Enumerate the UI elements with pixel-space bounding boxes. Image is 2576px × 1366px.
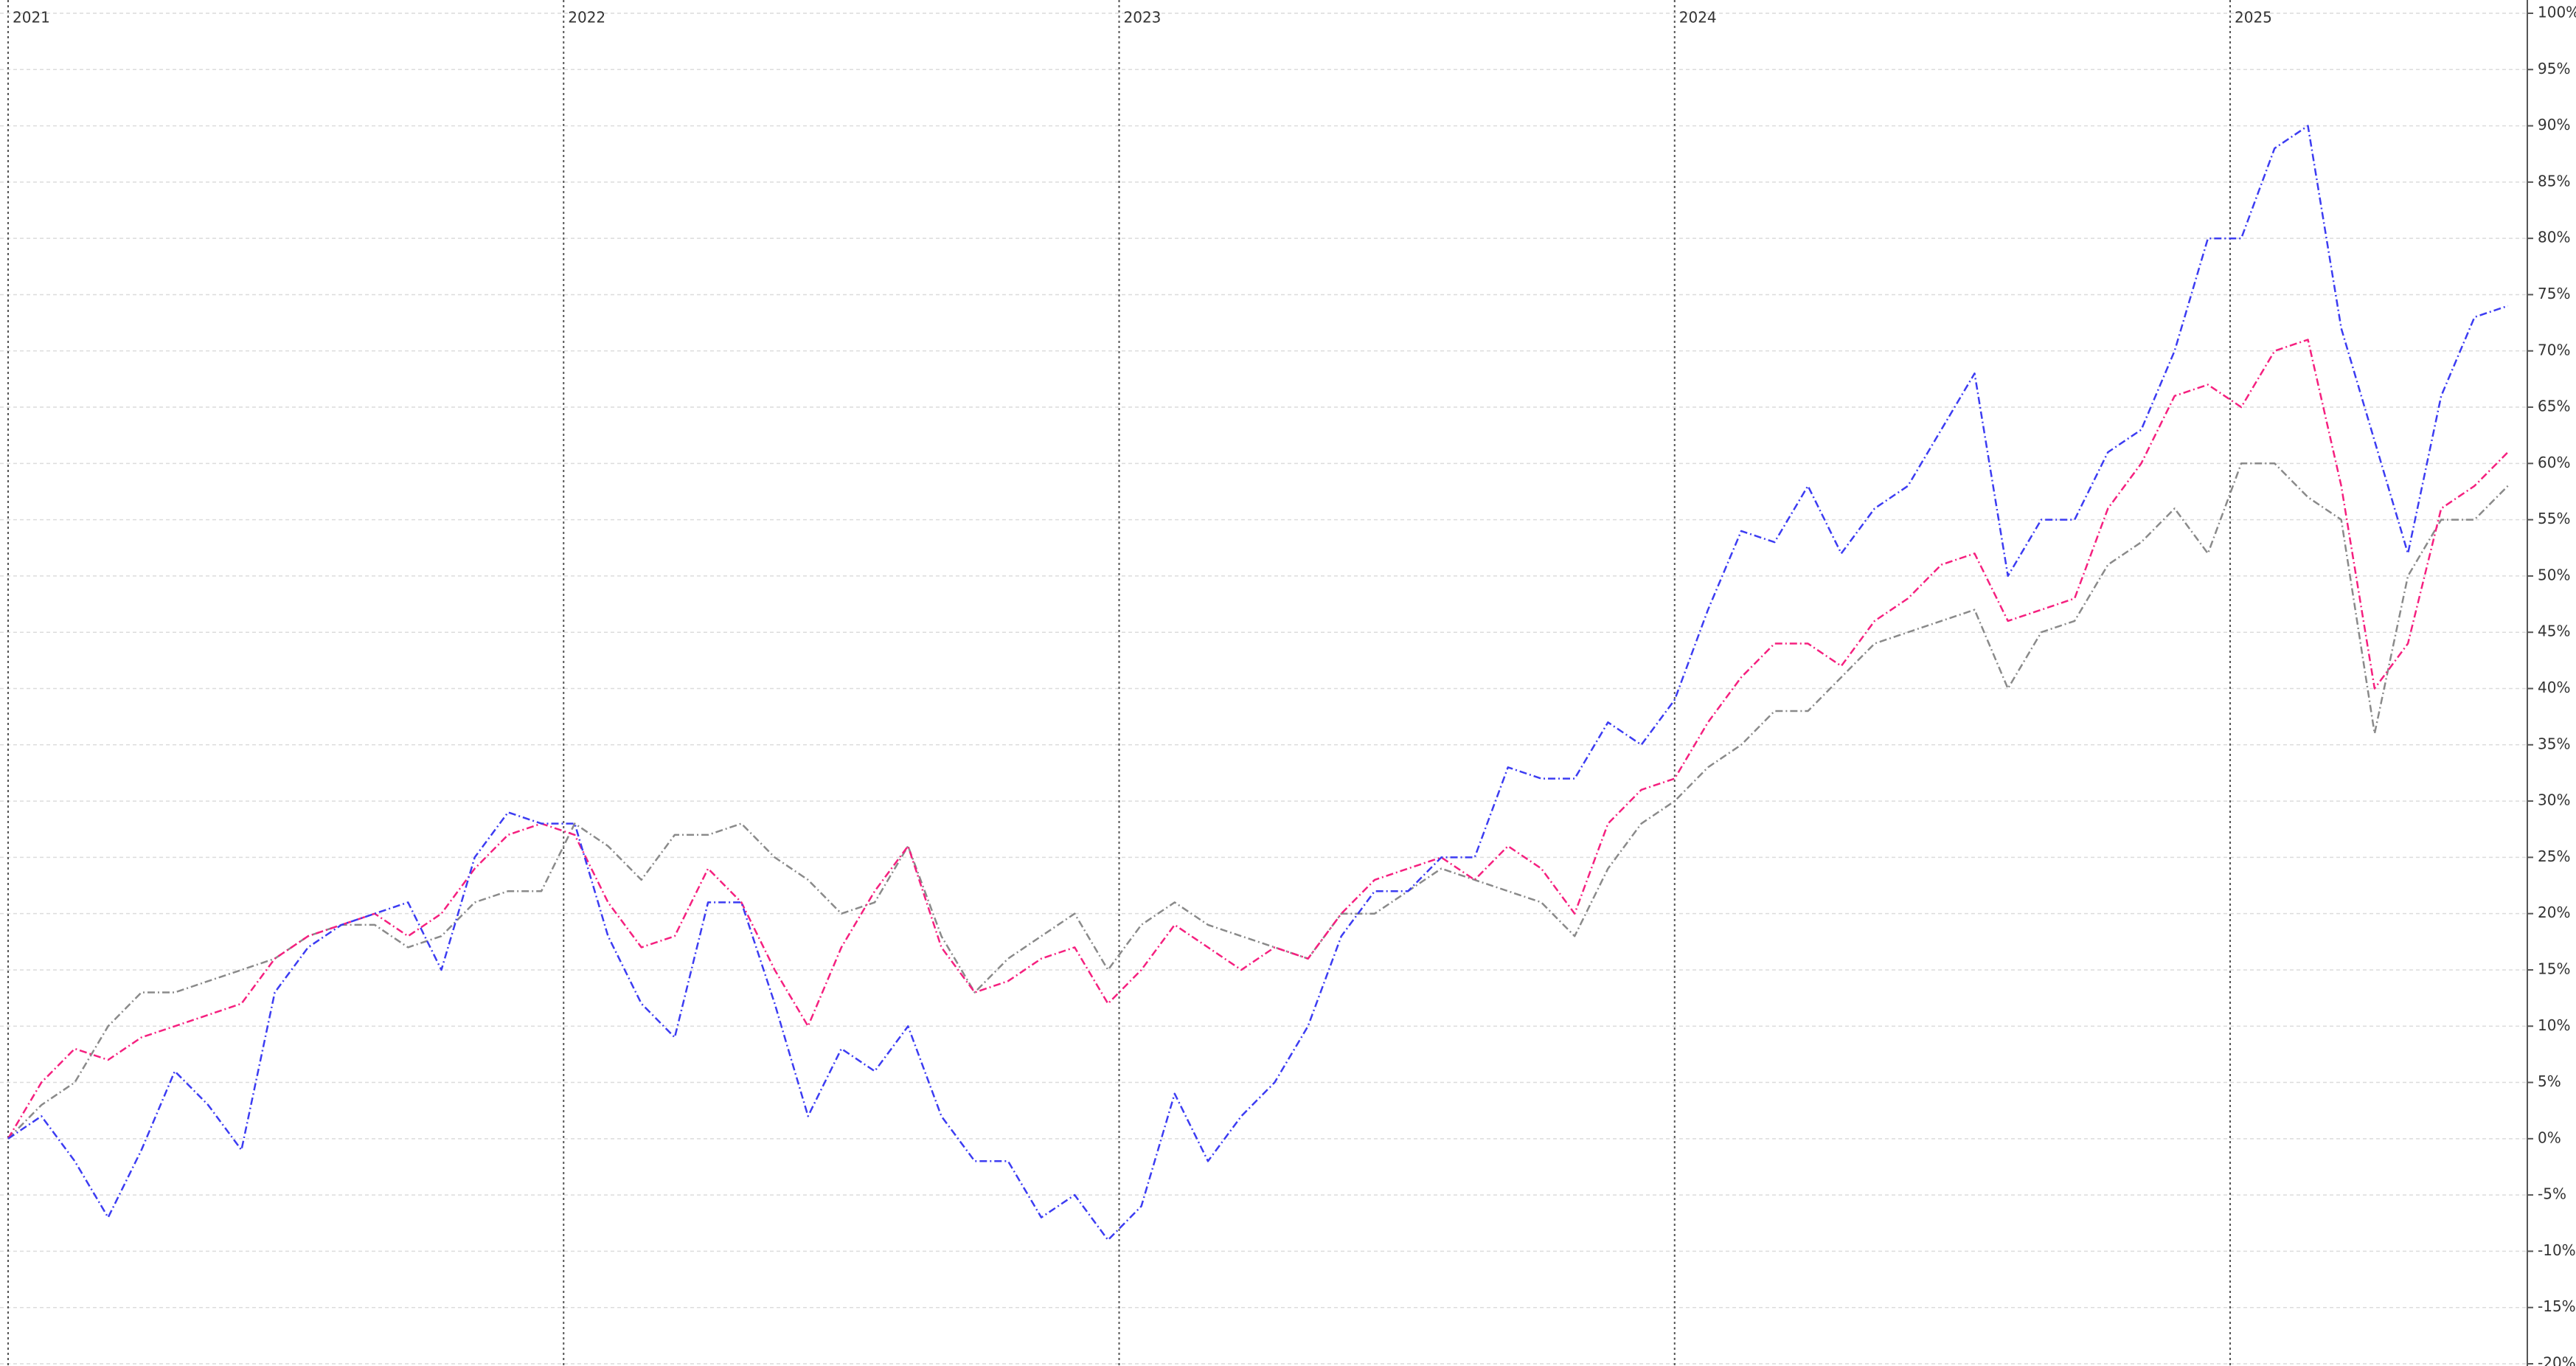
y-tick-label: 60% (2538, 454, 2570, 471)
y-tick-label: 45% (2538, 623, 2570, 640)
y-tick-label: 85% (2538, 172, 2570, 190)
y-tick-label: 90% (2538, 116, 2570, 134)
y-tick-label: 65% (2538, 398, 2570, 415)
y-tick-label: 80% (2538, 229, 2570, 246)
y-tick-label: 10% (2538, 1016, 2570, 1034)
y-tick-label: 75% (2538, 285, 2570, 302)
y-tick-label: 95% (2538, 60, 2570, 77)
x-tick-label: 2022 (568, 9, 605, 27)
y-tick-label: 20% (2538, 904, 2570, 921)
y-tick-label: 40% (2538, 679, 2570, 696)
y-tick-label: -15% (2538, 1297, 2576, 1315)
y-tick-label: 15% (2538, 960, 2570, 977)
y-tick-label: 50% (2538, 566, 2570, 583)
x-tick-label: 2024 (1679, 9, 1717, 27)
x-tick-label: 2025 (2235, 9, 2272, 27)
series-line (7, 125, 2509, 1241)
x-tick-label: 2021 (13, 9, 50, 27)
series-line (7, 339, 2509, 1140)
y-tick-label: -10% (2538, 1241, 2576, 1259)
series-line (7, 462, 2509, 1140)
y-tick-label: -5% (2538, 1185, 2566, 1203)
y-tick-label: 30% (2538, 791, 2570, 809)
y-tick-label: 25% (2538, 847, 2570, 865)
y-tick-label: 35% (2538, 735, 2570, 752)
y-tick-label: 55% (2538, 510, 2570, 527)
x-tick-label: 2023 (1124, 9, 1162, 27)
y-tick-label: -20% (2538, 1354, 2576, 1366)
y-tick-label: 70% (2538, 341, 2570, 358)
y-tick-label: 0% (2538, 1128, 2561, 1146)
y-tick-label: 100% (2538, 4, 2576, 21)
y-tick-label: 5% (2538, 1072, 2561, 1090)
